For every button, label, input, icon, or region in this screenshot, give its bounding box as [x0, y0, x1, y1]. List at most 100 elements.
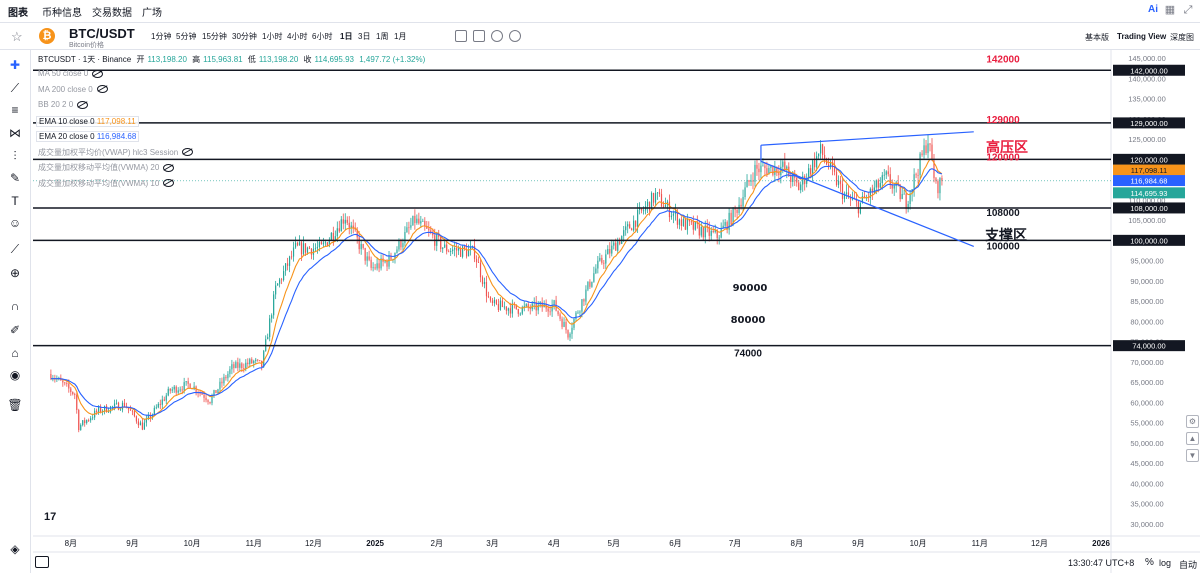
indicator-row-5[interactable]: 成交量加权平均价(VWAP) hlc3 Session — [38, 147, 194, 158]
crosshair-icon[interactable]: ✚ — [9, 58, 21, 72]
indicator-row-2[interactable]: BB 20 2 0 — [38, 100, 89, 109]
candle-body — [808, 168, 810, 179]
tab-trade-data[interactable]: 交易数据 — [92, 8, 132, 19]
candle-body — [806, 178, 808, 184]
layers-icon[interactable]: ◈ — [10, 542, 20, 556]
interval-8[interactable]: 3日 — [358, 32, 371, 41]
indicator-row-6[interactable]: 成交量加权移动平均值(VWMA) 20 — [38, 162, 175, 173]
scroll-up-icon[interactable]: ▲ — [1186, 432, 1199, 445]
indicator-icon[interactable] — [455, 30, 467, 42]
price-tag: 142,000.00 — [1130, 66, 1168, 75]
emoji-icon[interactable]: ☺ — [8, 216, 22, 230]
x-tick-label: 11月 — [246, 539, 262, 548]
candle-body — [294, 242, 297, 248]
interval-5[interactable]: 4小时 — [287, 32, 308, 41]
candle-body — [175, 386, 177, 393]
candle-body — [143, 422, 145, 430]
candle-body — [839, 180, 842, 184]
hidden-eye-icon[interactable] — [77, 100, 89, 109]
candle-body — [465, 248, 468, 257]
zoom-in-icon[interactable]: ⊕ — [9, 266, 21, 280]
indicator-row-7[interactable]: 成交量加权移动平均值(VWMA) 10 — [38, 178, 175, 189]
hidden-eye-icon[interactable] — [163, 179, 175, 188]
candle-body — [605, 254, 607, 264]
view-depth-button[interactable]: 深度图 — [1170, 33, 1194, 42]
candle-body — [251, 359, 253, 364]
candle-body — [734, 207, 736, 210]
interval-9[interactable]: 1周 — [376, 32, 389, 41]
hidden-eye-icon[interactable] — [92, 69, 104, 78]
x-tick-label: 9月 — [126, 539, 138, 548]
auto-toggle[interactable]: 自动 — [1179, 560, 1198, 570]
measure-icon[interactable]: ⫶ — [13, 149, 17, 163]
interval-7[interactable]: 1日 — [340, 32, 353, 41]
candle-body — [935, 178, 937, 182]
calendar-icon[interactable] — [35, 556, 49, 568]
candle-body — [728, 212, 730, 230]
candle-body — [833, 167, 836, 172]
scroll-down-icon[interactable]: ▼ — [1186, 449, 1199, 462]
settings-icon[interactable] — [491, 30, 503, 42]
candle-body — [50, 374, 52, 379]
candle-body — [547, 308, 549, 312]
candle-body — [581, 299, 583, 312]
annotation-text: 支撑区 — [984, 227, 1027, 244]
lock-icon[interactable]: ⌂ — [11, 346, 19, 360]
trash-icon[interactable]: 🗑 — [7, 398, 23, 412]
candle-body — [895, 182, 897, 186]
indicator-row-1[interactable]: MA 200 close 0 — [38, 85, 108, 94]
view-basic-button[interactable]: 基本版 — [1085, 33, 1109, 42]
eye-icon[interactable]: ◉ — [9, 368, 21, 382]
hidden-eye-icon[interactable] — [163, 163, 175, 172]
candle-body — [750, 180, 752, 182]
add-icon[interactable] — [509, 30, 521, 42]
candle-body — [613, 242, 615, 246]
tab-square[interactable]: 广场 — [142, 8, 162, 19]
fullscreen-icon[interactable]: ⤢ — [1183, 4, 1193, 16]
indicator-row-3[interactable]: EMA 10 close 0 117,098.11 — [36, 115, 139, 127]
magnet-icon[interactable]: ∩ — [10, 299, 20, 313]
ruler-icon[interactable]: ⟋ — [10, 242, 20, 256]
tab-coin-info[interactable]: 币种信息 — [42, 8, 82, 19]
indicator-row-0[interactable]: MA 50 close 0 — [38, 69, 104, 78]
candle-body — [115, 402, 118, 404]
lock-drawing-icon[interactable]: ✐ — [9, 323, 21, 337]
top-nav: 图表 币种信息 交易数据 广场 Ai ▦ ⤢ — [0, 0, 1200, 23]
camera-icon[interactable] — [473, 30, 485, 42]
candle-body — [569, 333, 571, 338]
hidden-eye-icon[interactable] — [96, 85, 108, 94]
candle-body — [215, 390, 217, 394]
candle-body — [517, 309, 519, 314]
interval-10[interactable]: 1月 — [394, 32, 407, 41]
symbol-name[interactable]: BTC/USDT — [69, 26, 135, 41]
ai-button[interactable]: Ai — [1148, 4, 1158, 15]
log-toggle[interactable]: log — [1159, 558, 1172, 568]
trendline-icon[interactable]: ⟋ — [10, 81, 20, 95]
grid-icon[interactable]: ▦ — [1164, 4, 1176, 16]
text-icon[interactable]: T — [11, 194, 19, 208]
interval-0[interactable]: 1分钟 — [151, 32, 172, 41]
candle-body — [851, 198, 854, 200]
scroll-settings-icon[interactable]: ⚙ — [1186, 415, 1199, 428]
pattern-icon[interactable]: ⋈ — [9, 126, 21, 140]
tab-chart[interactable]: 图表 — [8, 8, 28, 19]
view-tradingview-button[interactable]: Trading View — [1117, 32, 1167, 41]
brush-icon[interactable]: ✎ — [9, 171, 21, 185]
interval-6[interactable]: 6小时 — [312, 32, 333, 41]
candle-body — [553, 300, 555, 305]
favorite-star-icon[interactable]: ☆ — [11, 29, 23, 44]
fib-icon[interactable]: ≡ — [11, 103, 19, 117]
candle-body — [177, 390, 179, 393]
candle-body — [167, 388, 169, 396]
indicator-row-4[interactable]: EMA 20 close 0 116,984.68 — [36, 131, 140, 142]
percent-toggle[interactable]: % — [1145, 557, 1154, 568]
interval-1[interactable]: 5分钟 — [176, 32, 197, 41]
candle-body — [810, 168, 812, 175]
candle-body — [98, 406, 100, 412]
interval-3[interactable]: 30分钟 — [232, 32, 257, 41]
hidden-eye-icon[interactable] — [182, 148, 194, 157]
candle-body — [316, 246, 319, 249]
interval-4[interactable]: 1小时 — [262, 32, 283, 41]
interval-2[interactable]: 15分钟 — [202, 32, 227, 41]
